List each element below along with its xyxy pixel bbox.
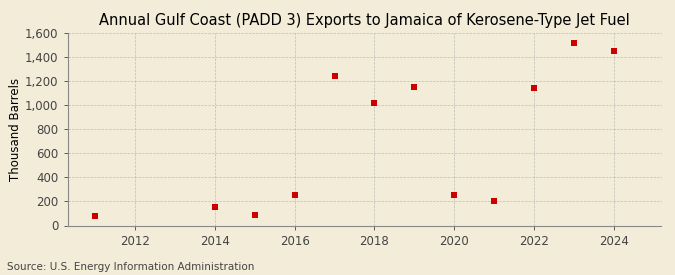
- Point: [409, 85, 420, 89]
- Point: [329, 74, 340, 79]
- Point: [90, 214, 101, 219]
- Point: [250, 213, 261, 217]
- Point: [568, 40, 579, 45]
- Text: Source: U.S. Energy Information Administration: Source: U.S. Energy Information Administ…: [7, 262, 254, 272]
- Point: [489, 199, 500, 203]
- Point: [369, 101, 380, 105]
- Point: [449, 192, 460, 197]
- Point: [608, 49, 619, 53]
- Point: [529, 86, 539, 90]
- Y-axis label: Thousand Barrels: Thousand Barrels: [9, 78, 22, 181]
- Point: [210, 205, 221, 209]
- Point: [290, 192, 300, 197]
- Title: Annual Gulf Coast (PADD 3) Exports to Jamaica of Kerosene-Type Jet Fuel: Annual Gulf Coast (PADD 3) Exports to Ja…: [99, 13, 630, 28]
